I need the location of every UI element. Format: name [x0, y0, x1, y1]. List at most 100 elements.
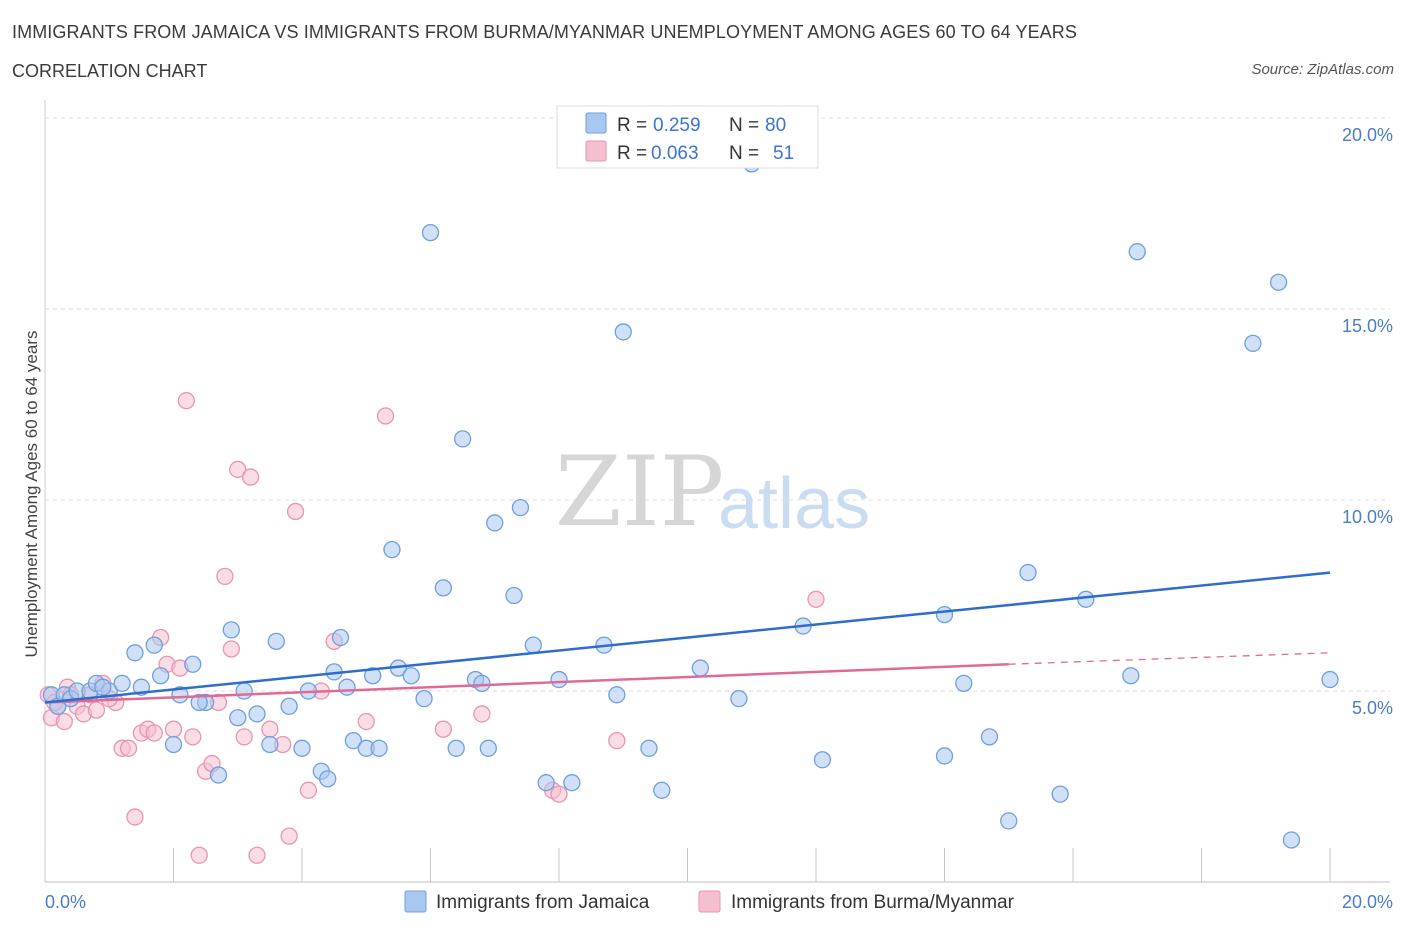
jamaica-point-59	[935, 605, 954, 624]
trend-line-jamaica	[44, 571, 1331, 704]
burma-point-22	[184, 728, 202, 746]
jamaica-point-8	[113, 674, 131, 693]
legend-r-value-burma: 0.063	[651, 143, 699, 164]
burma-point-29	[229, 460, 247, 479]
jamaica-point-11	[151, 667, 170, 685]
legend-n-label-jamaica: N =	[729, 115, 759, 136]
jamaica-point-20	[261, 735, 279, 754]
jamaica-point-48	[563, 774, 581, 792]
jamaica-point-51	[614, 323, 632, 341]
jamaica-point-19	[248, 705, 266, 723]
jamaica-point-16	[209, 766, 228, 784]
jamaica-point-54	[691, 659, 709, 677]
burma-point-43	[473, 705, 491, 723]
legend-n-value-burma: 51	[773, 143, 794, 164]
jamaica-point-14	[184, 655, 202, 673]
series-legend-label-jamaica: Immigrants from Jamaica	[436, 892, 650, 913]
legend-r-label-burma: R =	[617, 143, 647, 164]
burma-point-13	[126, 808, 144, 826]
jamaica-point-46	[537, 774, 555, 792]
jamaica-point-53	[653, 781, 671, 799]
series-legend-swatch-jamaica	[404, 890, 427, 913]
jamaica-point-26	[319, 770, 337, 788]
legend-swatch-burma	[585, 140, 607, 162]
jamaica-point-61	[935, 747, 954, 765]
jamaica-point-37	[434, 579, 453, 597]
jamaica-point-63	[1000, 812, 1018, 830]
burma-point-35	[280, 827, 298, 845]
jamaica-point-34	[402, 667, 420, 685]
burma-point-30	[235, 728, 253, 746]
jamaica-point-52	[640, 739, 658, 757]
jamaica-point-67	[1122, 667, 1140, 685]
burma-point-32	[248, 846, 266, 864]
series-legend-swatch-burma	[698, 890, 721, 913]
chart-subtitle: CORRELATION CHART	[12, 61, 208, 81]
watermark-atlas: atlas	[718, 464, 870, 544]
jamaica-point-60	[955, 674, 973, 693]
burma-point-16	[145, 724, 163, 742]
burma-point-28	[222, 640, 240, 658]
chart-title: IMMIGRANTS FROM JAMAICA VS IMMIGRANTS FR…	[12, 22, 1077, 42]
jamaica-point-17	[222, 621, 240, 639]
burma-point-23	[190, 846, 208, 864]
jamaica-point-28	[331, 628, 350, 647]
y-tick-label-2: 15.0%	[1342, 316, 1393, 336]
jamaica-point-50	[608, 686, 626, 704]
burma-point-37	[299, 781, 318, 799]
source-credit: Source: ZipAtlas.com	[1251, 61, 1394, 78]
jamaica-point-65	[1051, 785, 1069, 803]
legend-r-label-jamaica: R =	[617, 115, 647, 136]
jamaica-point-79	[338, 678, 356, 696]
jamaica-point-44	[511, 498, 530, 517]
jamaica-point-55	[730, 689, 748, 708]
burma-point-3	[55, 712, 73, 731]
series-jamaica-points	[42, 155, 1339, 849]
burma-point-46	[608, 732, 626, 750]
y-axis-label: Unemployment Among Ages 60 to 64 years	[22, 331, 41, 658]
jamaica-point-23	[293, 739, 311, 757]
jamaica-point-18	[235, 682, 253, 700]
jamaica-point-22	[280, 697, 298, 715]
jamaica-point-12	[164, 735, 183, 754]
jamaica-point-13	[171, 686, 189, 704]
y-tick-label-1: 10.0%	[1342, 507, 1393, 527]
jamaica-point-41	[479, 739, 497, 757]
burma-point-31	[241, 468, 260, 486]
y-tick-label-3: 20.0%	[1342, 125, 1393, 145]
grid-lines	[45, 117, 1390, 692]
burma-point-36	[286, 502, 305, 521]
jamaica-point-38	[447, 739, 465, 757]
burma-point-21	[177, 392, 196, 410]
jamaica-point-35	[415, 689, 433, 708]
jamaica-point-31	[370, 739, 388, 757]
jamaica-point-32	[383, 541, 401, 559]
jamaica-point-68	[1128, 243, 1146, 261]
jamaica-point-64	[1019, 563, 1037, 582]
jamaica-point-42	[486, 514, 504, 532]
burma-point-33	[261, 720, 279, 738]
jamaica-point-78	[473, 674, 491, 693]
burma-point-42	[434, 720, 453, 738]
legend-r-value-jamaica: 0.259	[653, 115, 701, 136]
watermark: ZIP atlas	[555, 436, 870, 548]
jamaica-point-39	[453, 430, 472, 448]
jamaica-point-21	[267, 632, 285, 650]
burma-point-47	[807, 590, 825, 608]
legend-n-label-burma: N =	[729, 143, 759, 164]
burma-point-40	[357, 712, 375, 731]
jamaica-point-77	[364, 667, 382, 685]
jamaica-point-36	[421, 223, 440, 242]
jamaica-point-73	[190, 693, 208, 712]
trend-line-burma-extrapolated	[1008, 652, 1331, 665]
tick-labels: 5.0% 10.0% 15.0% 20.0% 0.0% 20.0%	[45, 125, 1393, 912]
jamaica-point-70	[1269, 273, 1288, 291]
jamaica-point-10	[145, 636, 163, 654]
jamaica-point-69	[1244, 334, 1262, 353]
jamaica-point-62	[980, 728, 999, 746]
y-tick-label-0: 5.0%	[1352, 698, 1393, 718]
burma-point-41	[376, 407, 395, 425]
burma-point-12	[119, 739, 138, 757]
jamaica-point-58	[813, 751, 832, 769]
